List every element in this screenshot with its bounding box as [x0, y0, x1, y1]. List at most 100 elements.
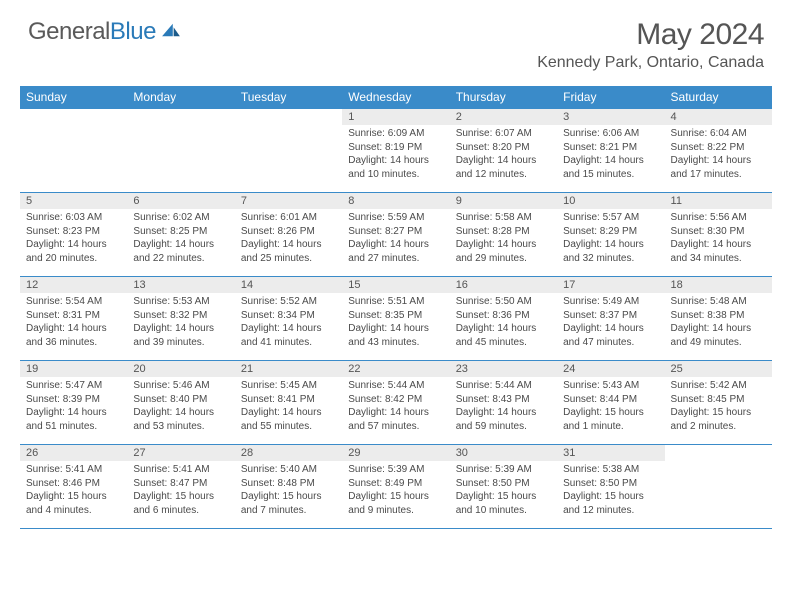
daylight-line: Daylight: 15 hours and 1 minute.: [563, 406, 658, 433]
daylight-line: Daylight: 14 hours and 36 minutes.: [26, 322, 121, 349]
calendar-day-cell: 6 Sunrise: 6:02 AMSunset: 8:25 PMDaylight…: [127, 193, 234, 277]
sunset-line: Sunset: 8:21 PM: [563, 141, 658, 155]
calendar-day-cell: [20, 109, 127, 193]
calendar-day-cell: 28Sunrise: 5:40 AMSunset: 8:48 PMDayligh…: [235, 445, 342, 529]
day-number: 9: [450, 193, 557, 209]
day-number: 30: [450, 445, 557, 461]
day-content: Sunrise: 6:02 AMSunset: 8:25 PMDaylight:…: [127, 211, 234, 267]
sunrise-line: Sunrise: 5:59 AM: [348, 211, 443, 225]
daylight-line: Daylight: 14 hours and 25 minutes.: [241, 238, 336, 265]
sunrise-line: Sunrise: 5:46 AM: [133, 379, 228, 393]
day-number: 10: [557, 193, 664, 209]
day-number: 20: [127, 361, 234, 377]
day-number: 24: [557, 361, 664, 377]
sail-icon: [160, 22, 182, 43]
sunrise-line: Sunrise: 5:44 AM: [348, 379, 443, 393]
day-content: Sunrise: 5:39 AMSunset: 8:50 PMDaylight:…: [450, 463, 557, 519]
sunrise-line: Sunrise: 5:43 AM: [563, 379, 658, 393]
daylight-line: Daylight: 15 hours and 10 minutes.: [456, 490, 551, 517]
calendar-day-cell: 27Sunrise: 5:41 AMSunset: 8:47 PMDayligh…: [127, 445, 234, 529]
sunset-line: Sunset: 8:32 PM: [133, 309, 228, 323]
sunrise-line: Sunrise: 6:07 AM: [456, 127, 551, 141]
sunset-line: Sunset: 8:28 PM: [456, 225, 551, 239]
calendar-header-row: SundayMondayTuesdayWednesdayThursdayFrid…: [20, 86, 772, 109]
day-number: 29: [342, 445, 449, 461]
sunrise-line: Sunrise: 6:09 AM: [348, 127, 443, 141]
day-content: Sunrise: 5:41 AMSunset: 8:46 PMDaylight:…: [20, 463, 127, 519]
day-content: Sunrise: 6:07 AMSunset: 8:20 PMDaylight:…: [450, 127, 557, 183]
calendar-day-cell: 23 Sunrise: 5:44 AMSunset: 8:43 PMDayligh…: [450, 361, 557, 445]
sunrise-line: Sunrise: 5:49 AM: [563, 295, 658, 309]
sunset-line: Sunset: 8:43 PM: [456, 393, 551, 407]
daylight-line: Daylight: 14 hours and 15 minutes.: [563, 154, 658, 181]
calendar-day-cell: [235, 109, 342, 193]
calendar-day-cell: 18Sunrise: 5:48 AMSunset: 8:38 PMDayligh…: [665, 277, 772, 361]
calendar-day-cell: 12Sunrise: 5:54 AMSunset: 8:31 PMDayligh…: [20, 277, 127, 361]
calendar-day-cell: 25Sunrise: 5:42 AMSunset: 8:45 PMDayligh…: [665, 361, 772, 445]
day-number: 14: [235, 277, 342, 293]
daylight-line: Daylight: 14 hours and 32 minutes.: [563, 238, 658, 265]
title-block: May 2024 Kennedy Park, Ontario, Canada: [537, 18, 764, 72]
sunset-line: Sunset: 8:22 PM: [671, 141, 766, 155]
sunrise-line: Sunrise: 5:52 AM: [241, 295, 336, 309]
sunset-line: Sunset: 8:37 PM: [563, 309, 658, 323]
day-number: 11: [665, 193, 772, 209]
sunrise-line: Sunrise: 5:47 AM: [26, 379, 121, 393]
sunset-line: Sunset: 8:23 PM: [26, 225, 121, 239]
day-number: 23: [450, 361, 557, 377]
calendar-day-cell: 11 Sunrise: 5:56 AMSunset: 8:30 PMDayligh…: [665, 193, 772, 277]
day-content: Sunrise: 6:04 AMSunset: 8:22 PMDaylight:…: [665, 127, 772, 183]
logo-text: GeneralBlue: [28, 18, 156, 46]
sunrise-line: Sunrise: 5:56 AM: [671, 211, 766, 225]
sunrise-line: Sunrise: 6:02 AM: [133, 211, 228, 225]
daylight-line: Daylight: 14 hours and 47 minutes.: [563, 322, 658, 349]
calendar-body: 1Sunrise: 6:09 AMSunset: 8:19 PMDaylight…: [20, 109, 772, 529]
day-number: 6: [127, 193, 234, 209]
day-content: Sunrise: 5:38 AMSunset: 8:50 PMDaylight:…: [557, 463, 664, 519]
sunset-line: Sunset: 8:39 PM: [26, 393, 121, 407]
sunset-line: Sunset: 8:47 PM: [133, 477, 228, 491]
daylight-line: Daylight: 14 hours and 12 minutes.: [456, 154, 551, 181]
sunset-line: Sunset: 8:29 PM: [563, 225, 658, 239]
daylight-line: Daylight: 14 hours and 17 minutes.: [671, 154, 766, 181]
day-number: 4: [665, 109, 772, 125]
calendar-day-cell: 9Sunrise: 5:58 AMSunset: 8:28 PMDaylight…: [450, 193, 557, 277]
daylight-line: Daylight: 15 hours and 2 minutes.: [671, 406, 766, 433]
day-number: 1: [342, 109, 449, 125]
day-content: Sunrise: 5:44 AMSunset: 8:43 PMDaylight:…: [450, 379, 557, 435]
sunset-line: Sunset: 8:27 PM: [348, 225, 443, 239]
calendar-day-cell: 22Sunrise: 5:44 AMSunset: 8:42 PMDayligh…: [342, 361, 449, 445]
calendar-day-cell: 31 Sunrise: 5:38 AMSunset: 8:50 PMDayligh…: [557, 445, 664, 529]
sunset-line: Sunset: 8:30 PM: [671, 225, 766, 239]
sunset-line: Sunset: 8:38 PM: [671, 309, 766, 323]
day-content: Sunrise: 5:59 AMSunset: 8:27 PMDaylight:…: [342, 211, 449, 267]
daylight-line: Daylight: 14 hours and 59 minutes.: [456, 406, 551, 433]
day-header: Thursday: [450, 86, 557, 109]
daylight-line: Daylight: 14 hours and 34 minutes.: [671, 238, 766, 265]
sunset-line: Sunset: 8:42 PM: [348, 393, 443, 407]
calendar-week-row: 26 Sunrise: 5:41 AMSunset: 8:46 PMDayligh…: [20, 445, 772, 529]
day-number: 27: [127, 445, 234, 461]
calendar-day-cell: 2Sunrise: 6:07 AMSunset: 8:20 PMDaylight…: [450, 109, 557, 193]
daylight-line: Daylight: 15 hours and 6 minutes.: [133, 490, 228, 517]
calendar-day-cell: 30 Sunrise: 5:39 AMSunset: 8:50 PMDayligh…: [450, 445, 557, 529]
daylight-line: Daylight: 14 hours and 10 minutes.: [348, 154, 443, 181]
sunset-line: Sunset: 8:20 PM: [456, 141, 551, 155]
calendar-day-cell: 13Sunrise: 5:53 AMSunset: 8:32 PMDayligh…: [127, 277, 234, 361]
sunrise-line: Sunrise: 5:51 AM: [348, 295, 443, 309]
day-content: Sunrise: 5:45 AMSunset: 8:41 PMDaylight:…: [235, 379, 342, 435]
day-content: Sunrise: 5:52 AMSunset: 8:34 PMDaylight:…: [235, 295, 342, 351]
day-number: 26: [20, 445, 127, 461]
day-number: 28: [235, 445, 342, 461]
sunrise-line: Sunrise: 5:41 AM: [26, 463, 121, 477]
day-content: Sunrise: 5:49 AMSunset: 8:37 PMDaylight:…: [557, 295, 664, 351]
sunrise-line: Sunrise: 5:54 AM: [26, 295, 121, 309]
daylight-line: Daylight: 14 hours and 22 minutes.: [133, 238, 228, 265]
sunset-line: Sunset: 8:19 PM: [348, 141, 443, 155]
day-content: Sunrise: 6:09 AMSunset: 8:19 PMDaylight:…: [342, 127, 449, 183]
day-number: 31: [557, 445, 664, 461]
day-header: Saturday: [665, 86, 772, 109]
sunset-line: Sunset: 8:25 PM: [133, 225, 228, 239]
sunset-line: Sunset: 8:48 PM: [241, 477, 336, 491]
sunset-line: Sunset: 8:50 PM: [456, 477, 551, 491]
